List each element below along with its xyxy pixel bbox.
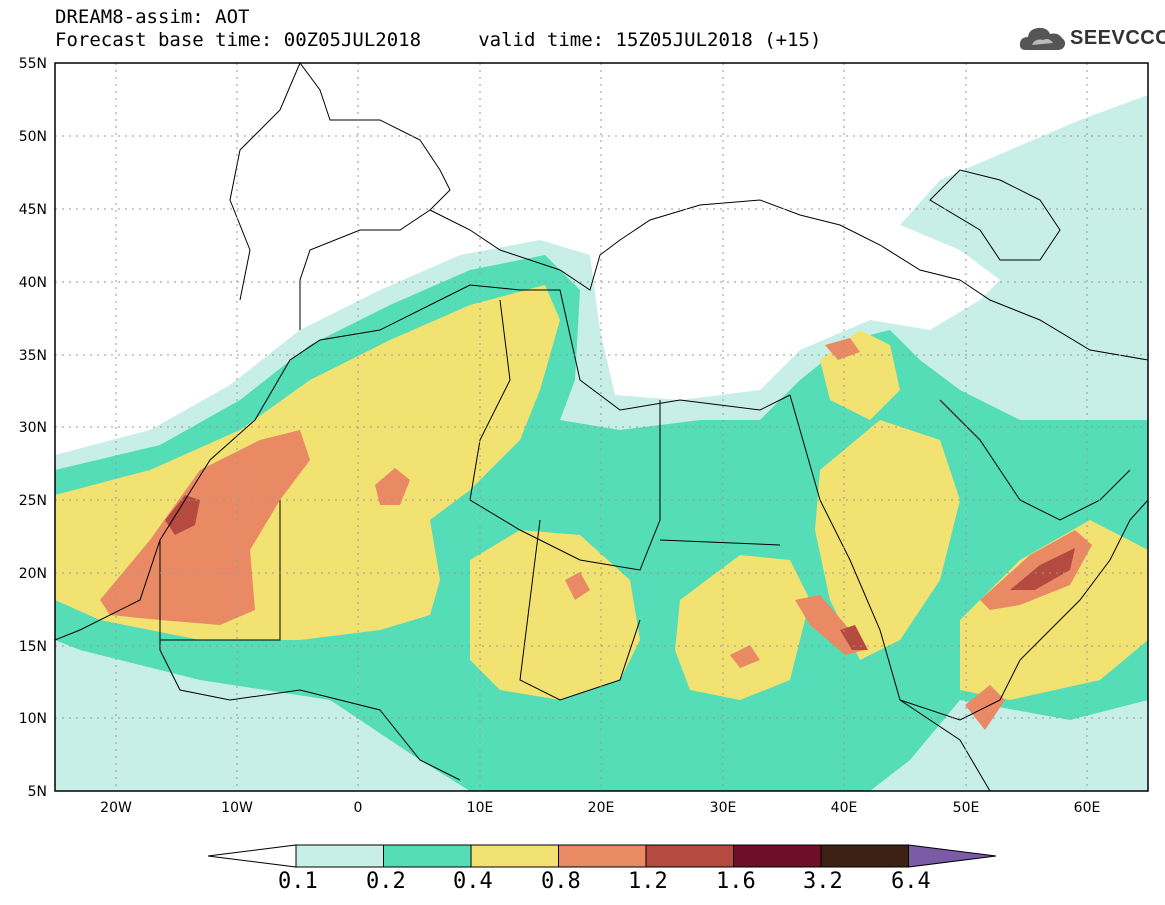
- colorbar-bin: [558, 844, 647, 868]
- colorbar-label: 6.4: [891, 869, 931, 894]
- lat-tick: 50N: [19, 129, 47, 145]
- lat-tick: 40N: [19, 275, 47, 291]
- colorbar-high-arrow: [908, 844, 997, 868]
- colorbar-label: 1.2: [628, 869, 668, 894]
- colorbar-bin: [470, 844, 559, 868]
- colorbar-bin: [383, 844, 472, 868]
- coastlines: [55, 63, 1148, 791]
- colorbar-low-arrow: [207, 844, 297, 868]
- colorbar-label: 0.1: [278, 869, 318, 894]
- lon-axis: 20W 10W 0 10E 20E 30E 40E 50E 60E: [100, 800, 1100, 816]
- lat-tick: 10N: [19, 711, 47, 727]
- lat-tick: 55N: [19, 56, 47, 72]
- colorbar-label: 1.6: [716, 869, 756, 894]
- map-title: DREAM8-assim: AOT: [55, 6, 250, 28]
- lat-tick: 20N: [19, 566, 47, 582]
- lat-tick: 5N: [28, 784, 47, 800]
- colorbar: [207, 844, 997, 868]
- aot-level-0.8d: [730, 645, 760, 668]
- cloud-icon: [1019, 27, 1066, 50]
- lon-tick: 0: [354, 800, 363, 816]
- colorbar-bin: [820, 844, 909, 868]
- lon-tick: 50E: [953, 800, 980, 816]
- aot-level-1.2: [165, 495, 200, 535]
- lat-tick: 35N: [19, 348, 47, 364]
- aot-level-0.8c: [565, 572, 590, 600]
- lon-tick: 60E: [1074, 800, 1101, 816]
- aot-level-0.4d: [815, 420, 960, 660]
- lat-tick: 15N: [19, 639, 47, 655]
- aot-level-1.2b: [1010, 548, 1075, 590]
- lat-tick: 30N: [19, 420, 47, 436]
- lon-tick: 10W: [221, 800, 253, 816]
- map-frame: [54, 62, 1149, 792]
- aot-level-0.8b: [375, 468, 410, 505]
- logo-text: SEEVCCC: [1070, 27, 1165, 49]
- lat-tick: 25N: [19, 493, 47, 509]
- lat-tick: 45N: [19, 202, 47, 218]
- aot-level-0.4b: [470, 530, 640, 700]
- lon-tick: 20W: [100, 800, 132, 816]
- forecast-time-line: Forecast base time: 00Z05JUL2018 valid t…: [55, 29, 822, 51]
- aot-level-0.4e: [960, 520, 1148, 700]
- graticule: [55, 63, 1148, 791]
- colorbar-label: 0.2: [366, 869, 406, 894]
- seevccc-logo: SEEVCCC: [1018, 24, 1165, 54]
- aot-level-0.4c: [675, 555, 810, 700]
- aot-level-0.8: [100, 430, 310, 625]
- lon-tick: 30E: [710, 800, 737, 816]
- lat-axis: 55N 50N 45N 40N 35N 30N 25N 20N 15N 10N …: [19, 56, 47, 800]
- lon-tick: 40E: [831, 800, 858, 816]
- colorbar-label: 0.4: [453, 869, 493, 894]
- lon-tick: 10E: [467, 800, 494, 816]
- colorbar-bin: [733, 844, 822, 868]
- colorbar-bin: [645, 844, 734, 868]
- aot-level-1.2c: [840, 625, 868, 650]
- colorbar-bin: [295, 844, 384, 868]
- colorbar-label: 3.2: [803, 869, 843, 894]
- lon-tick: 20E: [588, 800, 615, 816]
- colorbar-label: 0.8: [541, 869, 581, 894]
